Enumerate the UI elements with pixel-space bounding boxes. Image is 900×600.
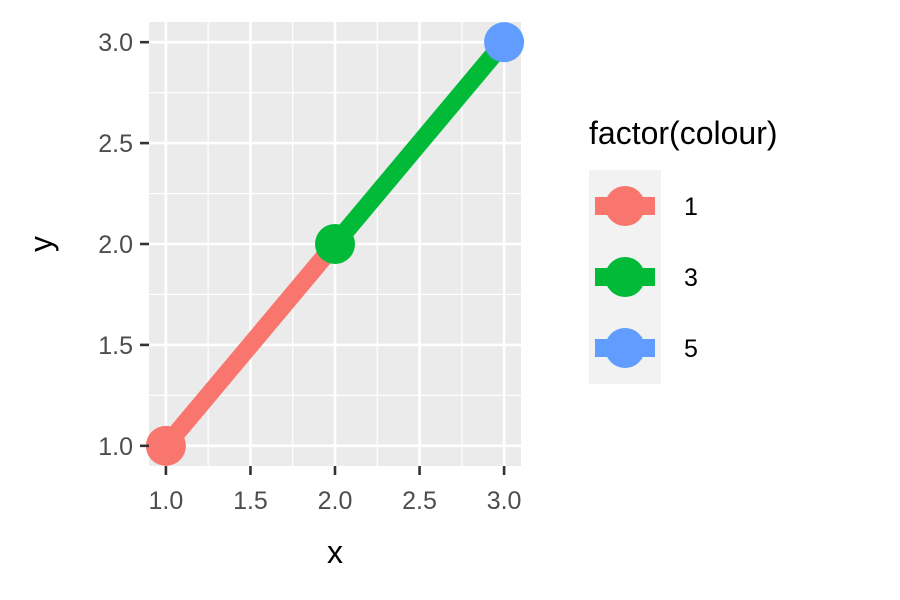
x-axis-title: x (327, 534, 343, 570)
legend-label: 5 (684, 335, 698, 363)
legend-key-point (605, 257, 645, 297)
series-line-segment (328, 36, 511, 250)
x-tick-label: 3.0 (487, 487, 522, 515)
y-tick-label: 2.5 (98, 130, 133, 158)
data-point (315, 224, 355, 264)
y-tick-label: 3.0 (98, 29, 133, 57)
data-point (484, 22, 525, 63)
legend-label: 1 (684, 193, 698, 221)
y-tick-label: 2.0 (98, 231, 133, 259)
legend-label: 3 (684, 264, 698, 292)
x-tick-label: 1.0 (149, 487, 184, 515)
series-lines (159, 36, 511, 452)
legend-title: factor(colour) (589, 115, 778, 151)
legend-key-point (605, 186, 645, 226)
legend: factor(colour) 1 3 5 (589, 115, 778, 384)
y-tick-label: 1.0 (98, 433, 133, 461)
x-tick-label: 2.0 (318, 487, 353, 515)
y-axis: 1.0 1.5 2.0 2.5 3.0 (98, 29, 149, 461)
series-line-segment (159, 238, 342, 452)
legend-key-point (605, 328, 645, 368)
y-axis-title: y (23, 236, 59, 252)
y-tick-label: 1.5 (98, 332, 133, 360)
x-tick-label: 2.5 (402, 487, 437, 515)
series-points (145, 22, 525, 466)
data-point (145, 425, 186, 466)
x-axis: 1.0 1.5 2.0 2.5 3.0 (149, 466, 522, 515)
x-tick-label: 1.5 (233, 487, 268, 515)
